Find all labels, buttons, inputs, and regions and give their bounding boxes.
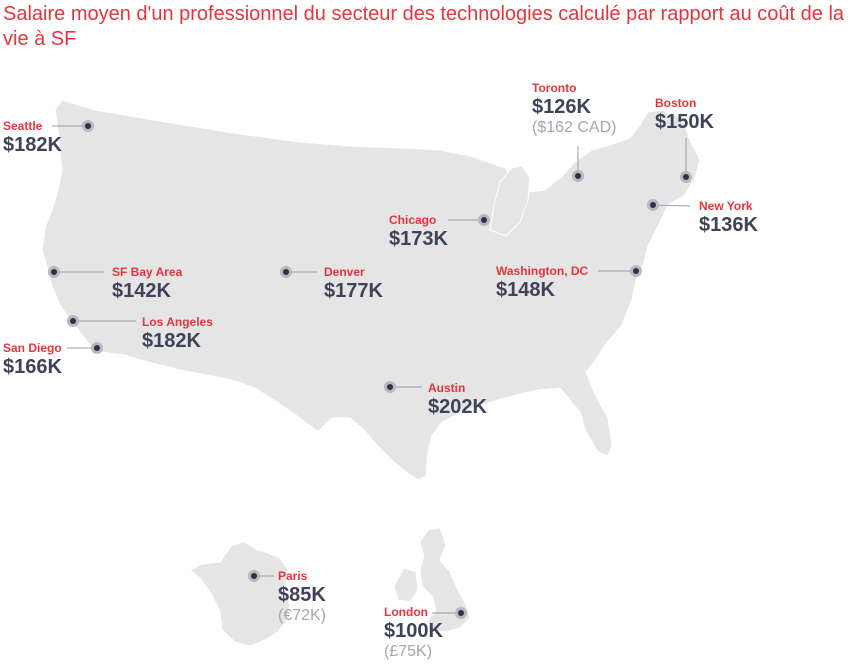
city-name: Boston — [655, 96, 697, 110]
city-salary: $173K — [389, 228, 448, 250]
city-marker-washington-dc — [630, 265, 642, 277]
city-marker-toronto — [572, 170, 584, 182]
city-salary: $148K — [496, 279, 555, 301]
leader-line-new-york — [652, 204, 691, 207]
city-name: Denver — [324, 265, 365, 279]
city-label-sf-bay-area: SF Bay Area $142K — [112, 265, 182, 302]
city-label-austin: Austin $202K — [428, 381, 487, 418]
city-salary: $100K — [384, 620, 443, 642]
city-label-toronto: Toronto $126K ($162 CAD) — [532, 81, 616, 138]
city-name: Paris — [278, 569, 308, 583]
city-marker-los-angeles — [67, 315, 79, 327]
city-label-denver: Denver $177K — [324, 265, 383, 302]
france-landmass — [189, 541, 291, 647]
city-salary: $182K — [142, 330, 201, 352]
city-local-currency: (€72K) — [278, 607, 327, 624]
city-label-washington-dc: Washington, DC $148K — [496, 264, 588, 301]
city-salary: $136K — [699, 214, 758, 236]
city-marker-san-diego — [91, 342, 103, 354]
city-name: Toronto — [532, 81, 577, 95]
city-name: Seattle — [3, 119, 43, 133]
city-salary: $142K — [112, 280, 171, 302]
city-marker-london — [455, 607, 467, 619]
city-marker-seattle — [82, 120, 94, 132]
city-marker-boston — [680, 171, 692, 183]
city-salary: $182K — [3, 134, 62, 156]
city-local-currency: (£75K) — [384, 643, 433, 660]
city-salary: $166K — [3, 356, 62, 378]
city-name: Chicago — [389, 213, 437, 227]
city-salary: $150K — [655, 111, 714, 133]
michigan-landmass — [489, 165, 531, 237]
great-britain-landmass — [419, 527, 471, 633]
city-name: New York — [699, 199, 753, 213]
city-name: Austin — [428, 381, 466, 395]
city-name: Washington, DC — [496, 264, 589, 278]
city-marker-austin — [384, 381, 396, 393]
city-marker-paris — [248, 570, 260, 582]
ireland-landmass — [393, 567, 419, 603]
city-salary: $177K — [324, 280, 383, 302]
city-local-currency: ($162 CAD) — [532, 119, 617, 136]
map-title: Salaire moyen d'un professionnel du sect… — [3, 3, 845, 50]
city-marker-chicago — [478, 214, 490, 226]
city-marker-denver — [280, 266, 292, 278]
city-name: San Diego — [3, 341, 62, 355]
city-label-new-york: New York $136K — [699, 199, 758, 236]
city-marker-sf-bay-area — [48, 266, 60, 278]
city-label-los-angeles: Los Angeles $182K — [142, 315, 213, 352]
city-label-seattle: Seattle $182K — [3, 119, 62, 156]
city-name: London — [384, 605, 428, 619]
city-label-san-diego: San Diego $166K — [3, 341, 62, 378]
city-salary: $85K — [278, 584, 326, 606]
city-name: SF Bay Area — [112, 265, 183, 279]
city-salary: $202K — [428, 396, 487, 418]
city-label-boston: Boston $150K — [655, 96, 714, 133]
city-label-london: London $100K (£75K) — [384, 605, 443, 662]
city-label-chicago: Chicago $173K — [389, 213, 448, 250]
city-salary: $126K — [532, 96, 591, 118]
city-label-paris: Paris $85K (€72K) — [278, 569, 326, 626]
city-marker-new-york — [647, 199, 659, 211]
city-name: Los Angeles — [142, 315, 213, 329]
